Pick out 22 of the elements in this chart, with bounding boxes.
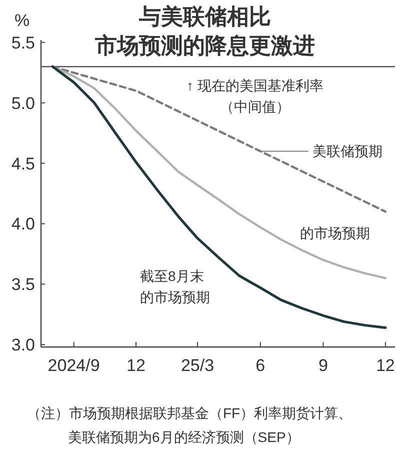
x-tick-label: 6	[256, 356, 266, 375]
ref-line-label: ↑ 现在的美国基准利率（中间值）	[186, 78, 324, 115]
y-tick-label: 3.0	[11, 336, 35, 355]
chart-title: 与美联储相比	[138, 4, 271, 29]
y-tick-label: 4.0	[11, 214, 35, 234]
x-tick-label: 9	[318, 356, 328, 375]
series-label: 的市场预期	[300, 225, 370, 241]
y-tick-label: 5.5	[11, 33, 35, 52]
line-series	[51, 65, 387, 329]
y-tick-label: 3.5	[11, 275, 35, 294]
y-tick-label: 4.5	[11, 154, 35, 174]
x-tick-label: 25/3	[180, 356, 214, 375]
text: （注）市场预期根据联邦基金（FF）利率期货计算、美联储预期为6月的经济预测（SEP）	[27, 405, 352, 445]
chart-subtitle: 市场预测的降息更激进	[94, 33, 315, 58]
x-tick-label: 12	[126, 356, 146, 375]
x-tick-label: 12	[376, 356, 395, 375]
x-tick-label: 2024/9	[48, 356, 100, 375]
line-series	[52, 65, 387, 213]
series-label: 截至8月末的市场预期	[140, 268, 210, 305]
y-tick-label: 5.0	[11, 94, 35, 113]
legend-label: 美联储预期	[312, 143, 382, 160]
y-axis-title: %	[14, 11, 30, 30]
